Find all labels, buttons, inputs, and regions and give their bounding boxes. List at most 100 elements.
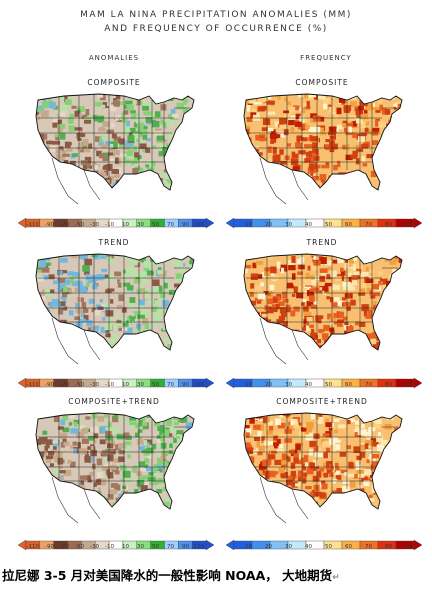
field-cell xyxy=(397,492,402,497)
field-cell xyxy=(180,263,184,269)
field-cell xyxy=(97,115,105,123)
field-cell xyxy=(255,274,263,279)
field-cell xyxy=(336,495,343,500)
field-cell xyxy=(258,183,265,188)
field-cell xyxy=(291,256,296,263)
field-cell xyxy=(42,157,48,161)
field-cell xyxy=(181,507,188,509)
field-cell xyxy=(62,286,69,293)
field-cell xyxy=(287,456,291,462)
field-cell xyxy=(68,347,76,350)
field-cell xyxy=(121,337,130,341)
field-cell xyxy=(328,126,337,134)
field-cell xyxy=(290,185,295,190)
field-cell xyxy=(404,189,408,195)
field-cell xyxy=(366,459,370,464)
field-cell xyxy=(319,257,327,264)
field-cell xyxy=(185,422,194,430)
field-cell xyxy=(54,134,60,138)
state-boundaries xyxy=(38,413,190,497)
field-cell xyxy=(103,348,108,350)
field-cell xyxy=(282,321,287,327)
field-cell xyxy=(267,111,276,115)
field-cell xyxy=(90,456,94,462)
field-cell xyxy=(361,476,368,482)
field-cell xyxy=(188,487,194,491)
field-cell xyxy=(145,163,150,168)
field-cell xyxy=(57,127,63,133)
field-cell xyxy=(110,141,118,148)
field-cell xyxy=(107,152,115,156)
field-cell xyxy=(333,164,338,171)
field-cell xyxy=(363,480,370,487)
field-cell xyxy=(159,174,167,178)
field-cell xyxy=(267,293,271,297)
field-cell xyxy=(111,169,120,174)
field-cell xyxy=(182,482,188,487)
us-outline xyxy=(243,93,403,191)
field-cell xyxy=(372,341,380,349)
field-cell xyxy=(344,472,348,476)
field-cell xyxy=(105,328,110,333)
field-cell xyxy=(185,288,192,293)
field-cell xyxy=(60,105,68,112)
field-cell xyxy=(126,130,131,135)
field-cell xyxy=(136,347,144,350)
field-cell xyxy=(150,119,156,123)
field-cell xyxy=(142,318,148,325)
field-cell xyxy=(377,510,385,514)
mexico-coastline xyxy=(51,476,101,524)
field-cell xyxy=(67,179,72,185)
field-cell xyxy=(96,472,103,479)
field-cell xyxy=(189,346,194,350)
field-cell xyxy=(361,181,365,185)
field-cell xyxy=(339,267,344,272)
field-cell xyxy=(40,258,47,264)
field-cell xyxy=(178,463,182,468)
field-cell xyxy=(84,119,92,124)
field-cell xyxy=(365,129,374,135)
field-cell xyxy=(83,148,91,153)
field-cell xyxy=(244,135,246,139)
field-cell xyxy=(121,117,128,123)
field-cell xyxy=(338,311,344,319)
field-cell xyxy=(273,335,282,339)
field-cell xyxy=(304,144,313,148)
field-cell xyxy=(57,119,63,125)
field-cell xyxy=(57,283,63,291)
field-cell xyxy=(316,416,324,424)
field-cell xyxy=(67,336,73,341)
field-cell xyxy=(168,337,173,344)
field-cell xyxy=(298,502,305,506)
field-cell xyxy=(298,503,305,508)
field-cell xyxy=(337,160,341,168)
field-cell xyxy=(152,279,160,286)
field-cell xyxy=(310,263,318,271)
field-cell xyxy=(117,443,126,449)
field-cell xyxy=(137,314,145,319)
state-boundaries xyxy=(246,413,398,497)
field-cell xyxy=(147,476,156,482)
field-cell xyxy=(355,321,361,326)
field-cell xyxy=(269,308,278,313)
field-cell xyxy=(275,303,280,310)
field-cell xyxy=(39,146,44,151)
field-cell xyxy=(313,94,321,100)
field-cell xyxy=(151,179,156,186)
field-cell xyxy=(70,344,76,350)
field-cell xyxy=(268,425,274,431)
field-cell xyxy=(49,335,56,342)
field-cell xyxy=(295,113,301,120)
field-cell xyxy=(284,428,292,434)
field-cell xyxy=(147,117,152,122)
field-cell xyxy=(374,326,381,331)
field-cell xyxy=(144,173,150,181)
field-cell xyxy=(94,325,100,330)
field-cell xyxy=(349,502,354,509)
field-cell xyxy=(385,185,392,190)
field-cell xyxy=(321,483,328,490)
field-cell xyxy=(336,124,344,130)
field-cell xyxy=(139,420,143,427)
field-cell xyxy=(311,152,317,157)
field-cell xyxy=(399,496,402,502)
